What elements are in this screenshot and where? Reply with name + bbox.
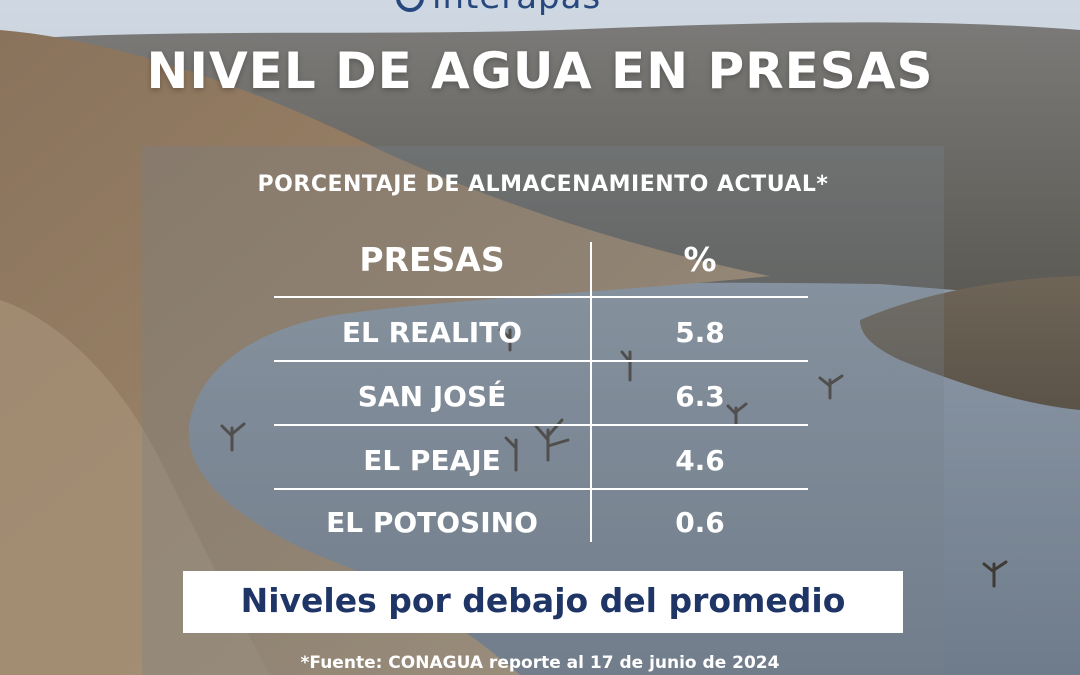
below-average-banner: Niveles por debajo del promedio bbox=[183, 571, 903, 633]
column-header-percent: % bbox=[683, 240, 717, 279]
row-value-san-jose: 6.3 bbox=[675, 380, 725, 413]
brand-logo: interapas bbox=[396, 0, 601, 17]
row-name-san-jose: SAN JOSÉ bbox=[357, 380, 507, 413]
row-divider bbox=[274, 488, 808, 490]
dam-levels-table: PRESAS % EL REALITO 5.8 SAN JOSÉ 6.3 EL … bbox=[274, 232, 808, 542]
source-footnote: *Fuente: CONAGUA reporte al 17 de junio … bbox=[300, 653, 780, 673]
row-name-el-realito: EL REALITO bbox=[341, 316, 523, 349]
row-name-el-potosino: EL POTOSINO bbox=[326, 506, 538, 539]
row-divider bbox=[274, 424, 808, 426]
column-header-presas: PRESAS bbox=[359, 240, 505, 279]
row-value-el-peaje: 4.6 bbox=[675, 444, 725, 477]
logo-text: interapas bbox=[432, 0, 601, 17]
row-value-el-potosino: 0.6 bbox=[675, 506, 725, 539]
row-value-el-realito: 5.8 bbox=[675, 316, 725, 349]
header-divider bbox=[274, 296, 808, 298]
logo-mark-icon bbox=[396, 0, 424, 12]
row-name-el-peaje: EL PEAJE bbox=[363, 444, 501, 477]
table-subtitle: PORCENTAJE DE ALMACENAMIENTO ACTUAL* bbox=[257, 172, 829, 197]
page-title: NIVEL DE AGUA EN PRESAS bbox=[146, 42, 934, 100]
column-divider bbox=[590, 242, 592, 542]
row-divider bbox=[274, 360, 808, 362]
